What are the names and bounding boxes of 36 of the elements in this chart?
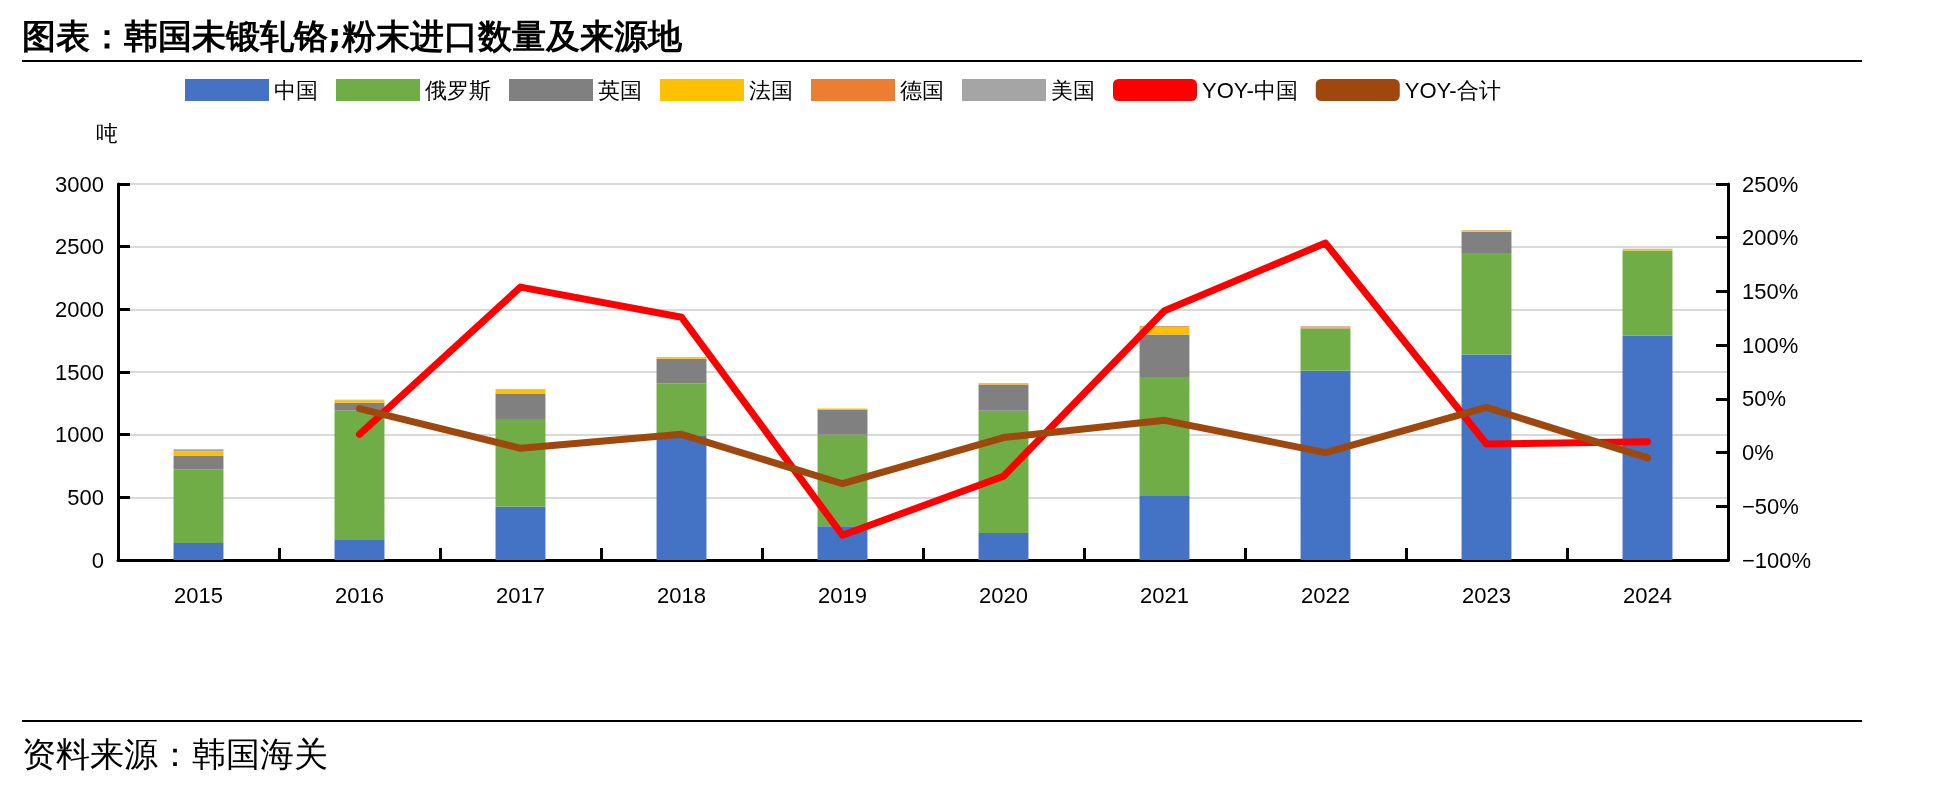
text: 资料来源：韩国海关 [22, 720, 1862, 786]
y2-tick-label: 150% [1742, 278, 1799, 304]
x-tick-label: 2016 [335, 582, 384, 608]
chart-title: 图表：韩国未锻轧铬;粉末进口数量及来源地 [22, 12, 1862, 62]
x-tick-label: 2023 [1462, 582, 1511, 608]
y-tick-label: 2500 [55, 234, 104, 260]
y2-tick-label: 250% [1742, 171, 1799, 197]
y2-tick-label: 50% [1742, 386, 1787, 412]
y-tick-label: 3000 [55, 171, 104, 197]
x-tick-label: 2020 [979, 582, 1028, 608]
legend-label: 俄罗斯 [425, 77, 491, 103]
x-tick-label: 2018 [657, 582, 706, 608]
y2-tick-label: 100% [1742, 332, 1799, 358]
legend-label: YOY-合计 [1404, 77, 1501, 103]
y-tick-label: 500 [67, 484, 104, 510]
x-tick-label: 2015 [174, 582, 223, 608]
x-tick-label: 2022 [1301, 582, 1350, 608]
x-tick-label: 2024 [1623, 582, 1672, 608]
y-tick-label: 1500 [55, 359, 104, 385]
y-tick-label: 2000 [55, 296, 104, 322]
y2-tick-label: 0% [1742, 440, 1774, 466]
legend-label: 德国 [900, 77, 944, 103]
legend-label: 美国 [1051, 77, 1095, 103]
x-tick-label: 2017 [496, 582, 545, 608]
y2-tick-label: 200% [1742, 225, 1799, 251]
legend-label: 法国 [749, 77, 793, 103]
legend-label: YOY-中国 [1202, 77, 1298, 103]
y-tick-label: 1000 [55, 422, 104, 448]
y-tick-label: 0 [91, 547, 104, 573]
y-axis-title: 吨 [96, 120, 118, 146]
legend-label: 英国 [598, 77, 642, 103]
x-tick-label: 2019 [818, 582, 867, 608]
x-tick-label: 2021 [1140, 582, 1189, 608]
y2-tick-label: −100% [1742, 547, 1812, 573]
y2-tick-label: −50% [1742, 493, 1799, 519]
legend-label: 中国 [274, 77, 318, 103]
